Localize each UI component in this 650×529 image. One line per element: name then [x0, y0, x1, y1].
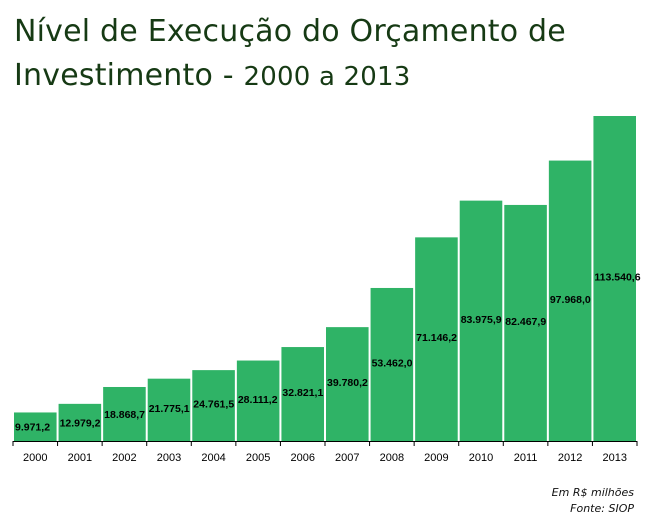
- bar-2007: [326, 327, 369, 441]
- bar-2000: [14, 412, 57, 441]
- source-note: Fonte: SIOP: [570, 502, 634, 515]
- bar-2001: [58, 403, 102, 441]
- data-label-2003: 21.775,1: [149, 403, 190, 415]
- title-line-2: Investimento - 2000 a 2013: [14, 54, 634, 99]
- chart-title: Nível de Execução do Orçamento de Invest…: [14, 10, 634, 99]
- x-tick-label-2000: 2000: [23, 452, 47, 464]
- x-tick-label-2001: 2001: [68, 452, 92, 464]
- bar-2012: [548, 160, 592, 441]
- data-label-2013: 113.540,6: [594, 272, 640, 284]
- data-label-2001: 12.979,2: [60, 417, 101, 429]
- bar-2005: [236, 360, 280, 441]
- x-tick-label-2013: 2013: [602, 452, 626, 464]
- x-tick-label-2007: 2007: [335, 452, 359, 464]
- x-tick-label-2010: 2010: [469, 452, 493, 464]
- unit-note: Em R$ milhões: [551, 486, 634, 499]
- data-label-2002: 18.868,7: [104, 409, 145, 421]
- bar-2008: [370, 287, 414, 441]
- data-label-2005: 28.111,2: [238, 394, 278, 406]
- bar-2006: [281, 347, 324, 441]
- x-tick-label-2009: 2009: [424, 452, 448, 464]
- x-tick-label-2005: 2005: [246, 452, 270, 464]
- bar-2009: [415, 237, 458, 441]
- data-label-2000: 9.971,2: [15, 422, 50, 434]
- x-tick-label-2006: 2006: [290, 452, 314, 464]
- x-tick-label-2004: 2004: [201, 452, 225, 464]
- x-tick-label-2011: 2011: [514, 452, 538, 464]
- bar-2010: [459, 200, 503, 441]
- data-label-2009: 71.146,2: [416, 332, 457, 344]
- bar-2002: [103, 386, 146, 441]
- bar-2011: [504, 204, 547, 441]
- x-tick-label-2002: 2002: [112, 452, 136, 464]
- bar-2003: [147, 378, 191, 441]
- data-label-2012: 97.968,0: [550, 294, 591, 306]
- data-label-2010: 83.975,9: [461, 314, 502, 326]
- title-years: 2000 a 2013: [243, 62, 411, 92]
- title-line-1: Nível de Execução do Orçamento de: [14, 14, 566, 49]
- bar-2013: [593, 116, 636, 441]
- data-label-2007: 39.780,2: [327, 377, 368, 389]
- data-label-2011: 82.467,9: [505, 316, 546, 328]
- data-label-2006: 32.821,1: [282, 387, 323, 399]
- data-label-2008: 53.462,0: [372, 357, 413, 369]
- x-tick-label-2012: 2012: [558, 452, 582, 464]
- title-line-2-main: Investimento -: [14, 58, 244, 93]
- bar-2004: [192, 370, 235, 441]
- x-tick-label-2008: 2008: [380, 452, 404, 464]
- data-label-2004: 24.761,5: [193, 399, 234, 411]
- x-tick-label-2003: 2003: [157, 452, 181, 464]
- footnote: Em R$ milhões Fonte: SIOP: [552, 485, 634, 517]
